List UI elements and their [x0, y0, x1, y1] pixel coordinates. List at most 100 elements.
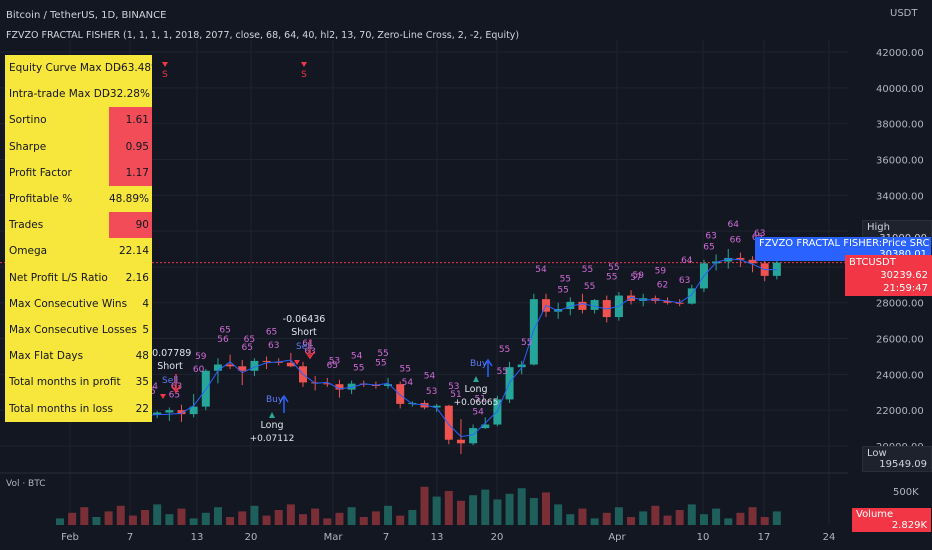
time-axis-label: 20 [491, 532, 504, 543]
fractal-number: 59 [195, 352, 207, 362]
time-axis-label: 13 [431, 532, 444, 543]
stats-value: 4 [142, 297, 149, 310]
long-triangle [269, 412, 275, 418]
price-axis-tick: 28000.00 [876, 299, 924, 310]
candle-body [432, 405, 441, 408]
stats-label: Max Flat Days [9, 350, 84, 363]
trade-side: Short [157, 361, 183, 372]
volume-tag: Volume 2.829K [852, 508, 931, 532]
volume-bar [505, 493, 514, 525]
strategy-stats-table: Equity Curve Max DD -63.48% Intra-trade Ma… [5, 55, 161, 422]
volume-bar [712, 508, 721, 525]
indicator-tag-label: FZVZO FRACTAL FISHER:Price SRC ° [759, 238, 932, 249]
volume-bar [493, 499, 502, 525]
volume-bar [213, 507, 222, 525]
symbol-title[interactable]: Bitcoin / TetherUS, 1D, BINANCE [6, 10, 167, 21]
volume-bar [542, 492, 550, 525]
fractal-number: 53 [329, 357, 340, 367]
stats-value: 22 [135, 402, 149, 415]
trade-value: -0.07789 [149, 348, 192, 359]
volume-bar [687, 504, 696, 525]
stats-label: Trades [9, 219, 44, 232]
volume-bar [165, 514, 174, 525]
candle-body [748, 259, 757, 264]
volume-bar [177, 508, 186, 525]
volume-bar [286, 504, 295, 525]
fractal-number: 54 [402, 378, 414, 388]
trade-value: -0.06436 [283, 314, 326, 325]
fractal-number: 55 [499, 345, 510, 355]
volume-bar [262, 515, 271, 525]
fractal-number: 54 [351, 352, 363, 362]
fractal-number: 62 [657, 280, 668, 290]
candle-body [262, 360, 271, 362]
candle-body [250, 360, 259, 371]
stats-row: Sharpe 0.95 [5, 133, 152, 160]
fractal-number: 64 [146, 382, 158, 392]
candle-body [444, 405, 453, 440]
stats-label: Profit Factor [9, 166, 72, 179]
stats-value: 1.17 [109, 159, 152, 186]
stats-label: Max Consecutive Wins [9, 297, 128, 310]
candle-body [590, 300, 599, 310]
time-axis[interactable]: Feb 7 13 20 Mar 7 13 20 Apr 10 17 24 [61, 532, 835, 543]
fractal-number: 55 [375, 359, 386, 369]
stats-row: Trades 90 [5, 212, 152, 239]
volume-bar [128, 515, 137, 525]
candle-body [189, 406, 198, 415]
fractal-number: 65 [242, 343, 253, 353]
stats-row: Profitable % 48.89% [5, 186, 152, 212]
volume-bar [675, 510, 684, 525]
volume-bar [311, 508, 320, 525]
fractal-number: 57 [630, 273, 641, 283]
fractal-number: 65 [169, 390, 180, 400]
stats-value: -32.28% [106, 88, 150, 101]
volume-bar [104, 511, 113, 525]
candle-body [347, 383, 356, 390]
stats-row: Profit Factor 1.17 [5, 159, 152, 186]
high-label: High [867, 222, 890, 233]
study-legend[interactable]: FZVZO FRACTAL FISHER (1, 1, 1, 1, 2018, … [6, 30, 520, 41]
stats-row: Total months in profit 35 [5, 369, 152, 395]
candle-body [687, 288, 696, 304]
volume-bar [481, 489, 490, 525]
volume-bar [299, 514, 307, 525]
fractal-number: 54 [424, 371, 436, 381]
candle-body [384, 384, 393, 387]
volume-tag-value: 2.829K [891, 520, 927, 531]
stats-row: Max Consecutive Wins 4 [5, 291, 152, 317]
fractal-number: 55 [377, 349, 388, 359]
short-triangle [294, 360, 300, 365]
stats-value: 2.16 [125, 271, 149, 284]
candle-body [238, 366, 247, 371]
fractal-number: 63 [268, 341, 279, 351]
stats-label: Total months in profit [9, 376, 121, 389]
time-axis-label: 24 [823, 532, 836, 543]
candle-body [663, 300, 672, 303]
volume-bar [92, 517, 101, 525]
volume-bar [274, 510, 283, 525]
candle-body [323, 383, 332, 385]
volume-pane-label[interactable]: Vol · BTC [6, 479, 46, 489]
trade-value: +0.06065 [454, 398, 499, 408]
volume-bar [226, 517, 235, 525]
volume-bar [68, 512, 77, 525]
volume-bar [444, 491, 453, 525]
volume-bar [651, 505, 660, 525]
volume-bar [590, 518, 599, 525]
stats-value: 90 [109, 212, 152, 239]
buy-arrow-head [279, 394, 289, 403]
volume-bar [663, 515, 672, 525]
trade-value: +0.07112 [250, 434, 295, 444]
buy-label: Buy [470, 359, 488, 369]
symbol-price-tag: BTCUSDT 30239.62 21:59:47 [845, 255, 932, 296]
candle-body [493, 399, 502, 425]
price-axis-tick: 38000.00 [876, 120, 924, 131]
volume-bar [529, 498, 538, 525]
fractal-number: 65 [266, 327, 277, 337]
volume-bar [432, 496, 441, 525]
candle-body [456, 439, 465, 444]
sell-arrow-head [305, 351, 315, 360]
volume-bar [736, 512, 745, 525]
volume-bar [578, 508, 587, 525]
